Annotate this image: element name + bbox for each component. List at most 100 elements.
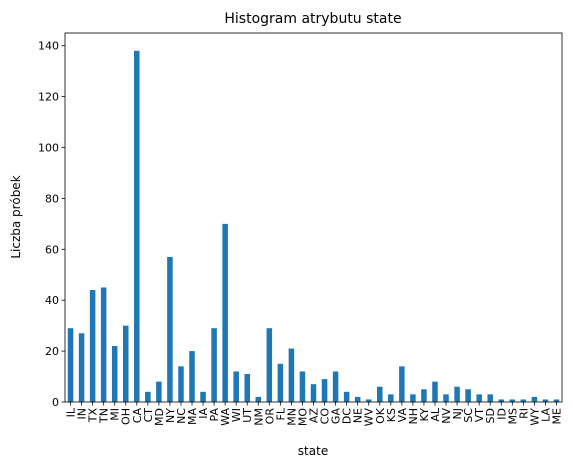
bar-mn	[288, 348, 295, 402]
bar-id	[498, 399, 505, 402]
bar-ut	[244, 374, 250, 402]
x-tick-label: AZ	[308, 408, 321, 424]
x-tick-label: LA	[539, 408, 552, 422]
x-tick-label: ID	[495, 408, 508, 420]
y-tick-label: 20	[45, 345, 59, 358]
bar-mo	[299, 371, 306, 402]
x-tick-label: OK	[374, 407, 387, 424]
bar-in	[78, 333, 85, 402]
x-tick-label: CO	[319, 408, 332, 425]
y-tick-label: 0	[52, 396, 59, 409]
x-tick-label: WI	[230, 408, 243, 422]
bar-nv	[443, 394, 449, 402]
bar-ca	[134, 50, 140, 403]
x-tick-label: OR	[263, 408, 276, 425]
x-tick-label: MD	[153, 408, 166, 426]
bar-sc	[465, 389, 471, 402]
y-axis: 0 20 40 60 80 100 120 140	[38, 40, 65, 409]
bar-il	[67, 328, 74, 402]
x-tick-label: AL	[429, 407, 442, 422]
y-axis-label: Liczba próbek	[9, 175, 23, 258]
y-tick-label: 100	[38, 142, 59, 155]
x-tick-label: MA	[186, 408, 199, 425]
x-tick-label: NH	[407, 408, 420, 425]
bar-ks	[388, 394, 394, 402]
x-tick-label: CA	[131, 408, 144, 424]
x-tick-label: RI	[517, 408, 530, 419]
x-tick-label: VA	[396, 408, 409, 423]
bar-tn	[100, 287, 107, 402]
x-tick-label: ME	[550, 408, 563, 424]
bar-wi	[233, 371, 239, 402]
bar-ne	[354, 396, 361, 402]
x-tick-label: SD	[484, 408, 497, 423]
x-tick-label: NM	[252, 408, 265, 426]
x-tick-label: DC	[341, 408, 354, 424]
x-tick-label: VT	[473, 408, 486, 423]
x-tick-label: OH	[120, 408, 133, 425]
y-tick-label: 40	[45, 294, 59, 307]
x-tick-label: NY	[164, 408, 177, 423]
bar-pa	[211, 328, 217, 402]
x-axis: ILINTXTNMIOHCACTMDNYNCMAIAPAWAWIUTNMORFL…	[65, 402, 563, 427]
y-tick-label: 120	[38, 91, 59, 104]
bar-fl	[277, 363, 284, 402]
bar-tx	[89, 290, 96, 402]
bar-ri	[520, 399, 527, 402]
bar-wv	[365, 399, 372, 402]
x-tick-label: KY	[418, 408, 431, 422]
bar-nm	[255, 396, 262, 402]
x-tick-label: CT	[142, 408, 155, 423]
bar-me	[553, 399, 560, 402]
y-tick-label: 60	[45, 243, 59, 256]
x-tick-label: NC	[175, 408, 188, 424]
bar-la	[542, 399, 549, 402]
bar-ms	[509, 399, 516, 402]
chart-title: Histogram atrybutu state	[224, 11, 401, 27]
x-tick-label: MI	[109, 408, 122, 421]
x-tick-label: IA	[197, 408, 210, 419]
bar-ia	[200, 391, 206, 402]
x-tick-label: WY	[528, 408, 541, 426]
bar-co	[321, 379, 328, 402]
x-tick-label: TN	[98, 408, 111, 424]
bar-va	[399, 366, 405, 402]
x-tick-label: FL	[274, 407, 287, 420]
bar-vt	[476, 394, 482, 402]
bar-az	[310, 384, 317, 402]
x-tick-label: NV	[440, 408, 453, 424]
bar-sd	[487, 394, 493, 402]
x-tick-label: NE	[352, 408, 365, 423]
bar-wa	[222, 223, 228, 402]
bar-ok	[377, 386, 383, 402]
y-tick-label: 80	[45, 192, 59, 205]
x-tick-label: IL	[65, 407, 78, 417]
x-tick-label: MO	[296, 408, 309, 426]
x-tick-label: WV	[363, 408, 376, 427]
x-tick-label: PA	[208, 408, 221, 422]
bar-ky	[421, 389, 427, 402]
bar-oh	[122, 325, 129, 402]
x-tick-label: MN	[285, 408, 298, 426]
x-tick-label: GA	[330, 408, 343, 425]
x-tick-label: WA	[219, 408, 232, 426]
bar-or	[266, 328, 273, 402]
bar-nc	[178, 366, 184, 402]
x-tick-label: IN	[76, 408, 89, 419]
bar-mi	[111, 346, 118, 402]
bar-al	[432, 381, 438, 402]
x-tick-label: SC	[462, 408, 475, 423]
x-tick-label: KS	[385, 408, 398, 422]
bar-wy	[531, 396, 538, 402]
y-tick-label: 140	[38, 40, 59, 53]
bar-ny	[167, 256, 173, 402]
x-tick-label: UT	[241, 408, 254, 423]
bar-ct	[145, 391, 151, 402]
bar-nj	[454, 386, 460, 402]
bar-dc	[343, 391, 350, 402]
x-tick-label: TX	[87, 408, 100, 424]
plot-frame	[64, 32, 563, 403]
bar-nh	[410, 394, 416, 402]
bars-group	[67, 50, 560, 403]
